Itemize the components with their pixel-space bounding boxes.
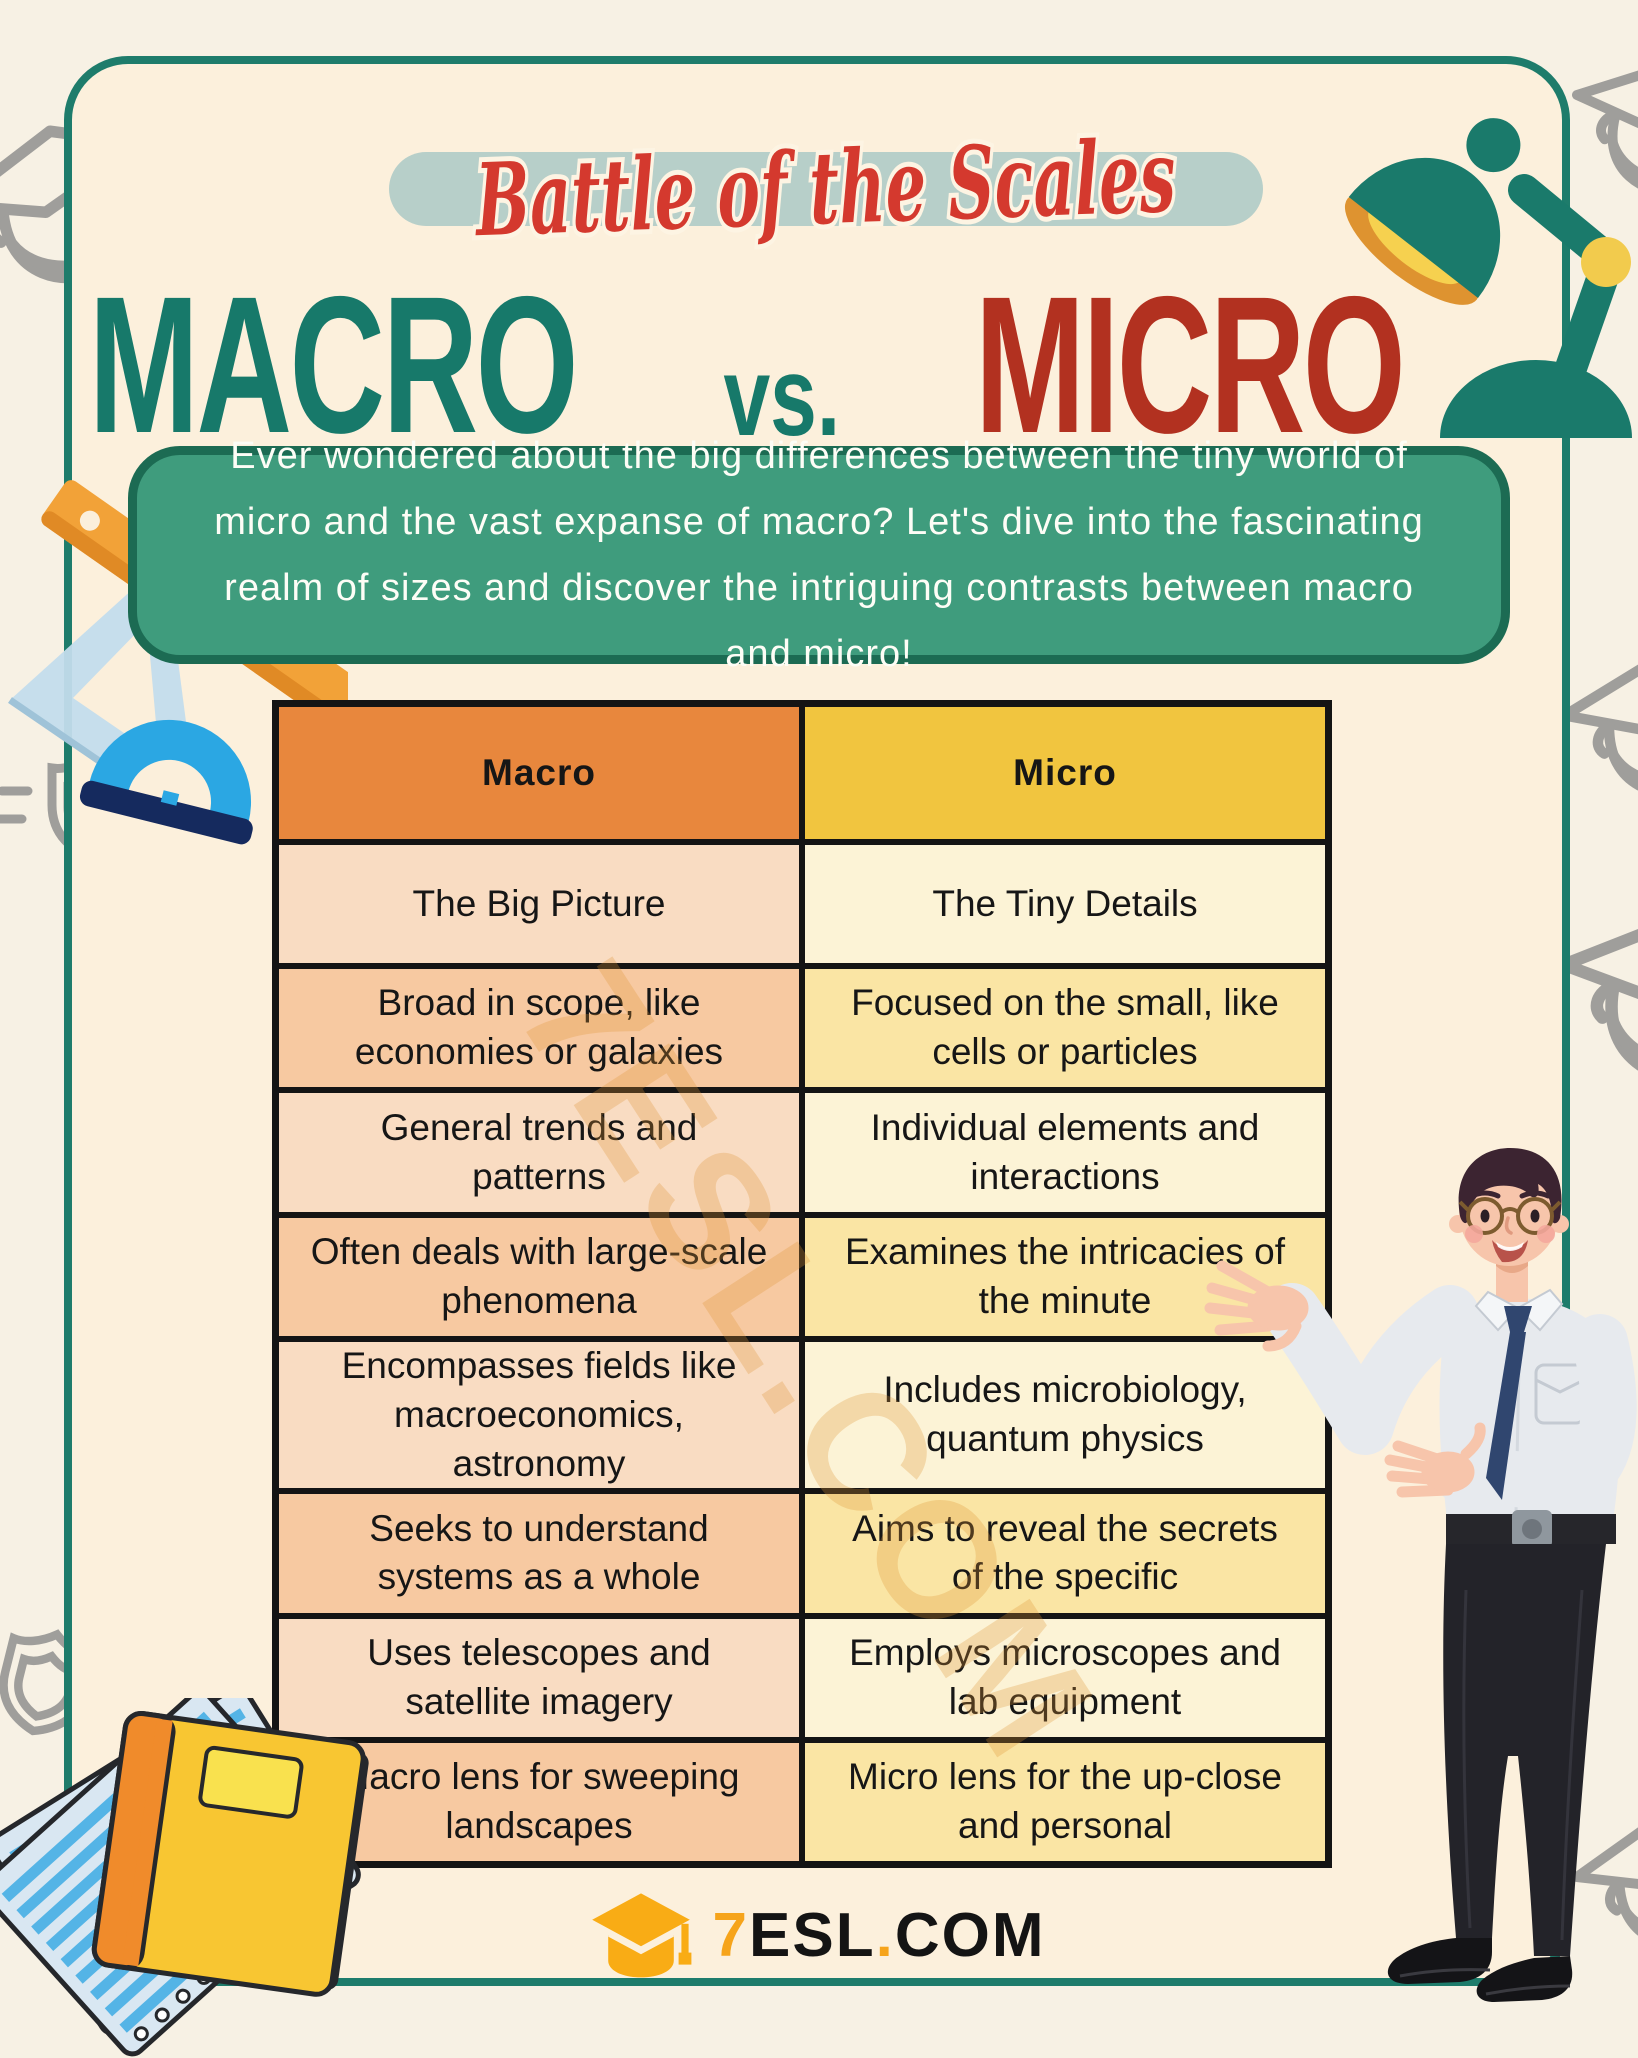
footer-logo: 7ESL.COM — [64, 1892, 1570, 1978]
table-cell: Encompasses fields like macroeconomics, … — [279, 1341, 799, 1489]
logo-7: 7 — [712, 1900, 749, 1970]
table-cell: General trends and patterns — [279, 1093, 799, 1212]
necktie — [1486, 1306, 1532, 1500]
protractor-icon — [79, 719, 253, 845]
table-cell: Micro lens for the up-close and personal — [805, 1742, 1325, 1861]
title-macro: MACRO — [88, 256, 579, 475]
table-cell: Uses telescopes and satellite imagery — [279, 1618, 799, 1737]
table-cell: Includes microbiology, quantum physics — [805, 1341, 1325, 1489]
logo-esl: ESL — [749, 1900, 876, 1970]
notebook-decoration — [0, 1698, 446, 2058]
table-cell: Macro lens for sweeping landscapes — [279, 1742, 799, 1861]
graduation-cap-icon — [591, 1893, 691, 1978]
table-cell: Individual elements and interactions — [805, 1093, 1325, 1212]
banner-pill — [389, 152, 1263, 226]
table-cell: Employs microscopes and lab equipment — [805, 1618, 1325, 1737]
hand-palm-up — [1384, 1422, 1486, 1498]
table-cell: Seeks to understand systems as a whole — [279, 1494, 799, 1613]
column-header-macro: Macro — [279, 707, 799, 839]
table-cell: Often deals with large-scale phenomena — [279, 1217, 799, 1336]
intro-text: Ever wondered about the big differences … — [214, 435, 1424, 675]
teacher-illustration — [1204, 1148, 1637, 2002]
site-name: 7ESL.COM — [713, 1900, 1046, 1971]
title-vs: vs. — [723, 334, 841, 460]
page-title: MACRO vs. MICRO — [64, 256, 1414, 475]
table-cell: Focused on the small, like cells or part… — [805, 969, 1325, 1088]
comparison-table: Macro Micro The Big Picture The Tiny Deta… — [272, 700, 1332, 1868]
desk-lamp-icon — [1344, 118, 1632, 438]
intro-box: Ever wondered about the big differences … — [128, 435, 1510, 675]
table-cell: Aims to reveal the secrets of the specif… — [805, 1494, 1325, 1613]
battle-of-the-scales-banner: Battle of the Scales — [389, 112, 1263, 264]
table-cell: The Tiny Details — [805, 845, 1325, 964]
table-cell: Broad in scope, like economies or galaxi… — [279, 969, 799, 1088]
logo-com: COM — [894, 1900, 1046, 1970]
column-header-micro: Micro — [805, 707, 1325, 839]
glasses-icon — [1458, 1197, 1562, 1235]
table-cell: The Big Picture — [279, 845, 799, 964]
title-micro: MICRO — [974, 256, 1406, 475]
banner-title: Battle of the Scales — [472, 117, 1178, 259]
notebook-icon — [91, 1710, 369, 1997]
logo-dot: . — [875, 1900, 895, 1970]
hand-open — [1204, 1260, 1309, 1352]
